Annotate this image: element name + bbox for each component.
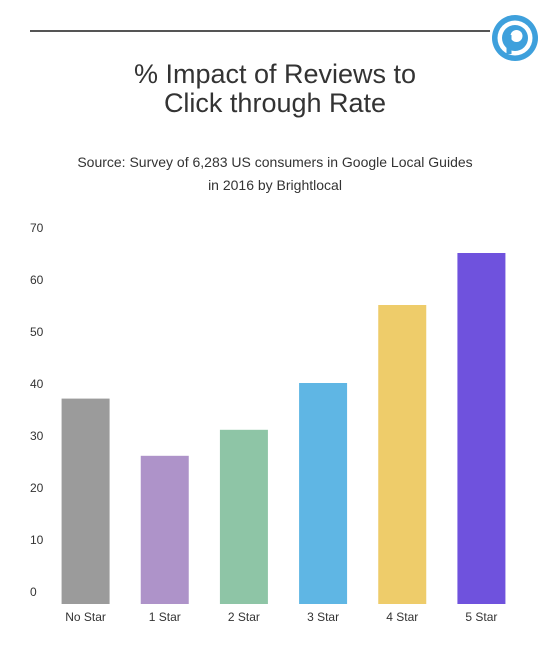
top-divider	[30, 30, 490, 32]
x-tick-label: 4 Star	[386, 610, 418, 624]
x-tick-label: 5 Star	[465, 610, 497, 624]
x-tick-label: 2 Star	[228, 610, 260, 624]
bar-3-star	[299, 383, 348, 604]
chart-title-line-2: Click through Rate	[163, 88, 387, 118]
chart-title-line-1: % Impact of Reviews to	[133, 59, 417, 89]
p-badge-icon	[492, 15, 538, 61]
y-tick-label: 20	[30, 481, 44, 495]
x-tick-label: 3 Star	[307, 610, 339, 624]
chart-subtitle: Source: Survey of 6,283 US consumers in …	[0, 151, 550, 197]
bar-5-star	[457, 253, 506, 604]
y-tick-label: 10	[30, 533, 44, 547]
y-tick-label: 50	[30, 325, 44, 339]
chart-title: % Impact of Reviews to Click through Rat…	[0, 60, 550, 118]
bar-4-star	[378, 305, 427, 604]
y-tick-label: 70	[30, 221, 44, 235]
y-tick-label: 40	[30, 377, 44, 391]
chart-subtitle-line-2: in 2016 by Brightlocal	[208, 177, 342, 193]
y-tick-label: 30	[30, 429, 44, 443]
y-tick-label: 60	[30, 273, 44, 287]
x-tick-label: No Star	[65, 610, 106, 624]
y-tick-label: 0	[30, 585, 37, 599]
x-tick-label: 1 Star	[149, 610, 181, 624]
bar-2-star	[219, 429, 268, 604]
bar-1-star	[140, 455, 189, 604]
chart-subtitle-line-1: Source: Survey of 6,283 US consumers in …	[77, 154, 473, 170]
bar-no-star	[61, 398, 110, 604]
